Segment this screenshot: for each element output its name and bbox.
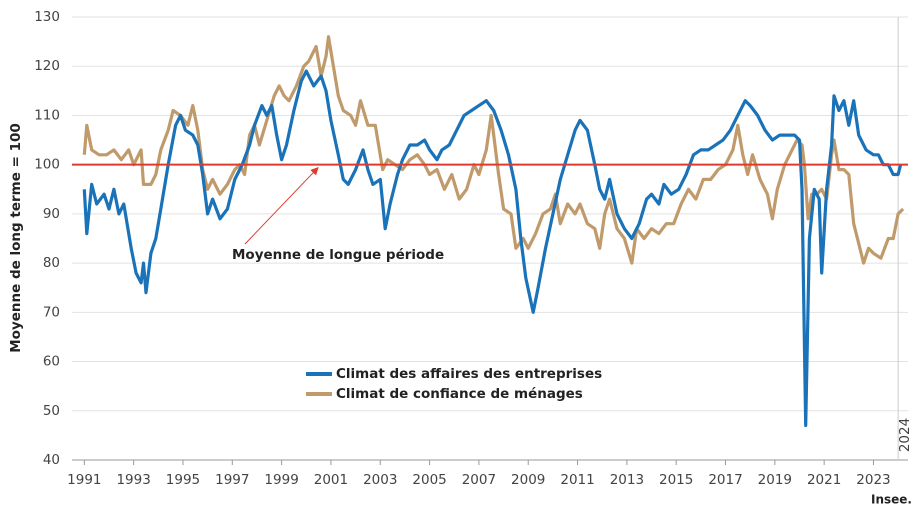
x-tick-label: 2017 bbox=[708, 472, 742, 488]
y-tick-label: 90 bbox=[43, 206, 60, 222]
x-tick-label: 2005 bbox=[412, 472, 446, 488]
y-axis-label: Moyenne de long terme = 100 bbox=[8, 123, 24, 353]
y-tick-label: 110 bbox=[34, 107, 60, 123]
x-tick-label: 2019 bbox=[758, 472, 792, 488]
x-tick-label: 1995 bbox=[166, 472, 200, 488]
y-tick-label: 40 bbox=[43, 452, 60, 468]
source: Insee. bbox=[871, 493, 912, 507]
x-tick-label: 2003 bbox=[363, 472, 397, 488]
x-tick-label: 1991 bbox=[67, 472, 101, 488]
annotation: Moyenne de longue période bbox=[232, 247, 444, 263]
year-marker-label: 2024 bbox=[897, 418, 913, 452]
annotation-arrow bbox=[244, 166, 319, 245]
series-line bbox=[82, 35, 905, 265]
y-tick-label: 80 bbox=[43, 255, 60, 271]
x-tick-label: 2011 bbox=[560, 472, 594, 488]
x-tick-label: 2013 bbox=[610, 472, 644, 488]
x-tick-label: 1999 bbox=[264, 472, 298, 488]
y-tick-label: 70 bbox=[43, 304, 60, 320]
x-tick-label: 2021 bbox=[807, 472, 841, 488]
x-tick-label: 2023 bbox=[856, 472, 890, 488]
x-tick-label: 1997 bbox=[215, 472, 249, 488]
y-tick-label: 130 bbox=[34, 9, 60, 25]
y-tick-label: 50 bbox=[43, 403, 60, 419]
x-tick-label: 1993 bbox=[116, 472, 150, 488]
x-tick-label: 2007 bbox=[462, 472, 496, 488]
legend-label: Climat de confiance de ménages bbox=[336, 386, 583, 402]
y-tick-label: 60 bbox=[43, 354, 60, 370]
x-tick-label: 2015 bbox=[659, 472, 693, 488]
legend-label: Climat des affaires des entreprises bbox=[336, 366, 602, 382]
y-tick-label: 120 bbox=[34, 58, 60, 74]
x-tick-label: 2001 bbox=[314, 472, 348, 488]
x-tick-label: 2009 bbox=[511, 472, 545, 488]
y-tick-label: 100 bbox=[34, 157, 60, 173]
